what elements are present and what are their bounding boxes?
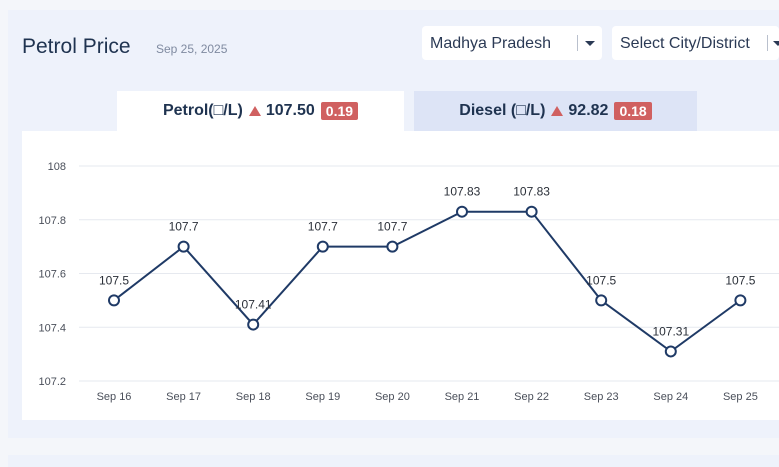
data-point bbox=[316, 240, 329, 253]
x-tick-label: Sep 19 bbox=[305, 391, 340, 403]
x-tick-label: Sep 16 bbox=[97, 391, 132, 403]
tab-diesel-label: Diesel (□/L) bbox=[459, 102, 546, 119]
data-label: 107.83 bbox=[444, 185, 481, 199]
city-select-divider bbox=[767, 35, 768, 51]
data-label: 107.7 bbox=[308, 220, 338, 234]
data-label: 107.5 bbox=[99, 273, 129, 287]
x-tick-label: Sep 24 bbox=[653, 391, 688, 403]
tab-petrol[interactable]: Petrol(□/L) 107.50 0.19 bbox=[117, 91, 404, 131]
tab-petrol-label: Petrol(□/L) bbox=[162, 102, 243, 119]
data-label: 107.7 bbox=[169, 220, 199, 234]
tab-diesel-change-badge: 0.18 bbox=[614, 102, 652, 120]
tab-petrol-change-badge: 0.19 bbox=[320, 102, 359, 120]
data-label: 107.5 bbox=[725, 273, 755, 287]
data-label: 107.41 bbox=[235, 298, 272, 312]
data-point bbox=[108, 294, 120, 307]
tab-diesel-price: 92.82 bbox=[568, 102, 609, 119]
tab-petrol-price: 107.50 bbox=[265, 102, 315, 119]
chevron-down-icon[interactable] bbox=[773, 41, 779, 46]
price-chart: 107.2 107.4 107.6 107.8 108 107.5 Sep 16 107.7 S… bbox=[22, 131, 779, 420]
state-select-value: Madhya Pradesh bbox=[430, 35, 551, 52]
data-point bbox=[664, 345, 677, 358]
page-title: Petrol Price bbox=[22, 35, 131, 58]
state-select[interactable]: Madhya Pradesh bbox=[422, 26, 602, 60]
trend-up-icon bbox=[551, 106, 564, 116]
data-point bbox=[177, 240, 190, 253]
data-point bbox=[595, 294, 608, 307]
data-point bbox=[525, 205, 538, 218]
data-point bbox=[456, 205, 468, 218]
tab-diesel[interactable]: Diesel (□/L) 92.82 0.18 bbox=[414, 91, 697, 131]
state-select-divider bbox=[577, 35, 578, 51]
x-tick-label: Sep 18 bbox=[236, 391, 271, 403]
data-label: 107.7 bbox=[377, 220, 407, 234]
x-tick-label: Sep 25 bbox=[723, 391, 758, 403]
data-point bbox=[247, 318, 260, 331]
data-point bbox=[386, 240, 399, 253]
city-select[interactable]: Select City/District bbox=[612, 26, 779, 60]
x-tick-label: Sep 23 bbox=[584, 391, 619, 403]
y-tick-label: 107.8 bbox=[38, 215, 66, 227]
x-tick-label: Sep 17 bbox=[166, 391, 201, 403]
y-tick-label: 107.2 bbox=[38, 376, 66, 388]
data-label: 107.31 bbox=[652, 324, 689, 338]
series-line bbox=[113, 210, 741, 353]
chevron-down-icon[interactable] bbox=[585, 41, 595, 46]
data-label: 107.5 bbox=[586, 273, 616, 287]
y-tick-label: 107.6 bbox=[38, 269, 66, 281]
x-tick-label: Sep 21 bbox=[445, 391, 480, 403]
x-tick-label: Sep 20 bbox=[375, 391, 410, 403]
city-select-placeholder: Select City/District bbox=[620, 35, 750, 52]
data-label: 107.83 bbox=[513, 185, 550, 199]
data-point bbox=[734, 294, 747, 307]
y-tick-label: 107.4 bbox=[38, 322, 66, 334]
y-tick-label: 108 bbox=[48, 161, 66, 173]
price-line-chart: 107.2 107.4 107.6 107.8 108 107.5 Sep 16 107.7 S… bbox=[38, 161, 779, 403]
next-card bbox=[8, 455, 779, 467]
trend-up-icon bbox=[248, 106, 261, 116]
price-date: Sep 25, 2025 bbox=[156, 42, 228, 56]
x-tick-label: Sep 22 bbox=[514, 391, 549, 403]
